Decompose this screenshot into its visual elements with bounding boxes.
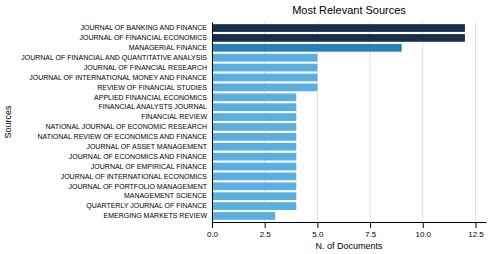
y-axis: EMERGING MARKETS REVIEW QUARTERLY JOURNAL… bbox=[21, 23, 212, 223]
y-tick: APPLIED FINANCIAL ECONOMICS bbox=[94, 94, 207, 101]
y-tick-label: JOURNAL OF FINANCIAL AND QUANTITATIVE AN… bbox=[21, 54, 207, 62]
y-tick: QUARTERLY JOURNAL OF FINANCE bbox=[86, 202, 207, 210]
grid-line bbox=[212, 22, 213, 222]
y-tick: MANAGERIAL FINANCE bbox=[129, 44, 208, 51]
x-tick-label: 7.5 bbox=[365, 230, 377, 239]
y-tick-label: NATIONAL REVIEW OF ECONOMICS AND FINANCE bbox=[37, 133, 207, 140]
y-tick-label: APPLIED FINANCIAL ECONOMICS bbox=[94, 94, 207, 101]
y-tick: JOURNAL OF PORTFOLIO MANAGEMENT bbox=[69, 183, 208, 190]
bars bbox=[212, 24, 465, 220]
x-axis-title: N. of Documents bbox=[315, 241, 383, 251]
y-tick-label: FINANCIAL REVIEW bbox=[141, 113, 207, 120]
x-tick: 12.5 bbox=[468, 222, 484, 239]
y-tick-label: NATIONAL JOURNAL OF ECONOMIC RESEARCH bbox=[45, 123, 207, 130]
y-tick-label: JOURNAL OF ECONOMICS AND FINANCE bbox=[69, 153, 208, 160]
y-tick: JOURNAL OF FINANCIAL RESEARCH bbox=[84, 64, 207, 71]
chart-container: 0.0 2.5 5.0 7.5 10.0 12.5 EMERGING MARKETS REV… bbox=[0, 0, 500, 254]
y-tick: JOURNAL OF INTERNATIONAL MONEY AND FINAN… bbox=[29, 74, 207, 81]
y-tick-label: JOURNAL OF EMPIRICAL FINANCE bbox=[91, 163, 207, 170]
x-tick-label: 12.5 bbox=[468, 230, 484, 239]
bar bbox=[212, 163, 296, 171]
y-tick: JOURNAL OF EMPIRICAL FINANCE bbox=[91, 163, 207, 170]
y-tick: JOURNAL OF FINANCIAL ECONOMICS bbox=[80, 34, 208, 41]
bar bbox=[212, 54, 317, 62]
x-tick-mark bbox=[212, 222, 213, 228]
y-tick-label: MANAGEMENT SCIENCE bbox=[124, 192, 207, 199]
y-tick: JOURNAL OF ECONOMICS AND FINANCE bbox=[69, 153, 208, 160]
chart-svg: 0.0 2.5 5.0 7.5 10.0 12.5 EMERGING MARKETS REV… bbox=[0, 0, 500, 254]
x-tick: 7.5 bbox=[365, 222, 377, 239]
y-tick-label: EMERGING MARKETS REVIEW bbox=[104, 212, 208, 219]
y-tick-label: QUARTERLY JOURNAL OF FINANCE bbox=[86, 202, 207, 210]
y-tick-label: JOURNAL OF PORTFOLIO MANAGEMENT bbox=[69, 183, 208, 190]
bar bbox=[212, 143, 296, 151]
x-tick-label: 10.0 bbox=[415, 230, 431, 239]
y-tick: JOURNAL OF BANKING AND FINANCE bbox=[80, 24, 207, 31]
grid bbox=[212, 22, 475, 222]
title: Most Relevant Sources bbox=[292, 4, 406, 16]
y-tick-label: JOURNAL OF BANKING AND FINANCE bbox=[80, 24, 207, 31]
y-tick-label: MANAGERIAL FINANCE bbox=[129, 44, 208, 51]
x-tick-label: 2.5 bbox=[260, 230, 272, 239]
grid-line bbox=[422, 22, 423, 222]
x-tick: 0.0 bbox=[207, 222, 219, 239]
y-tick: MANAGEMENT SCIENCE bbox=[124, 192, 207, 199]
y-tick: FINANCIAL ANALYSTS JOURNAL bbox=[98, 103, 207, 110]
bar bbox=[212, 133, 296, 141]
bar bbox=[212, 123, 296, 131]
y-tick: NATIONAL REVIEW OF ECONOMICS AND FINANCE bbox=[37, 133, 207, 140]
y-tick-label: REVIEW OF FINANCIAL STUDIES bbox=[97, 84, 207, 91]
bar bbox=[212, 24, 465, 32]
y-tick: NATIONAL JOURNAL OF ECONOMIC RESEARCH bbox=[45, 123, 207, 130]
y-tick: EMERGING MARKETS REVIEW bbox=[104, 212, 208, 219]
x-tick: 10.0 bbox=[415, 222, 431, 239]
x-tick-mark bbox=[423, 222, 424, 228]
grid-line bbox=[264, 22, 265, 222]
bar bbox=[212, 113, 296, 121]
x-tick-mark bbox=[265, 222, 266, 228]
y-tick-label: JOURNAL OF INTERNATIONAL ECONOMICS bbox=[61, 173, 208, 180]
x-tick-label: 0.0 bbox=[207, 230, 219, 239]
x-tick-mark bbox=[370, 222, 371, 228]
x-tick-label: 5.0 bbox=[312, 230, 324, 239]
y-tick-label: JOURNAL OF INTERNATIONAL MONEY AND FINAN… bbox=[29, 74, 207, 81]
bar bbox=[212, 84, 317, 92]
bar bbox=[212, 173, 296, 181]
y-tick-label: JOURNAL OF FINANCIAL RESEARCH bbox=[84, 64, 207, 71]
x-axis: 0.0 2.5 5.0 7.5 10.0 12.5 bbox=[207, 222, 487, 239]
x-tick: 2.5 bbox=[260, 222, 272, 239]
bar bbox=[212, 64, 317, 72]
y-tick: REVIEW OF FINANCIAL STUDIES bbox=[97, 84, 207, 91]
grid-line bbox=[317, 22, 318, 222]
grid-line bbox=[370, 22, 371, 222]
bar bbox=[212, 182, 296, 190]
y-axis-line bbox=[212, 23, 213, 223]
x-tick: 5.0 bbox=[312, 222, 324, 239]
y-tick: JOURNAL OF ASSET MANAGEMENT bbox=[86, 143, 207, 150]
grid-line bbox=[475, 22, 476, 222]
y-tick: JOURNAL OF INTERNATIONAL ECONOMICS bbox=[61, 173, 208, 180]
bar bbox=[212, 44, 402, 52]
y-tick: FINANCIAL REVIEW bbox=[141, 113, 207, 120]
bar bbox=[212, 153, 296, 161]
x-axis-line bbox=[213, 222, 487, 223]
y-tick: JOURNAL OF FINANCIAL AND QUANTITATIVE AN… bbox=[21, 54, 207, 62]
bar bbox=[212, 93, 296, 101]
y-tick-label: FINANCIAL ANALYSTS JOURNAL bbox=[98, 103, 207, 110]
bar bbox=[212, 202, 296, 210]
bar bbox=[212, 103, 296, 111]
bar bbox=[212, 212, 275, 220]
bar bbox=[212, 34, 465, 42]
y-tick-label: JOURNAL OF ASSET MANAGEMENT bbox=[86, 143, 207, 150]
y-tick-label: JOURNAL OF FINANCIAL ECONOMICS bbox=[80, 34, 208, 41]
x-tick-mark bbox=[475, 222, 476, 228]
y-axis-title: Sources bbox=[3, 105, 13, 139]
bar bbox=[212, 74, 317, 82]
bar bbox=[212, 192, 296, 200]
x-tick-mark bbox=[317, 222, 318, 228]
